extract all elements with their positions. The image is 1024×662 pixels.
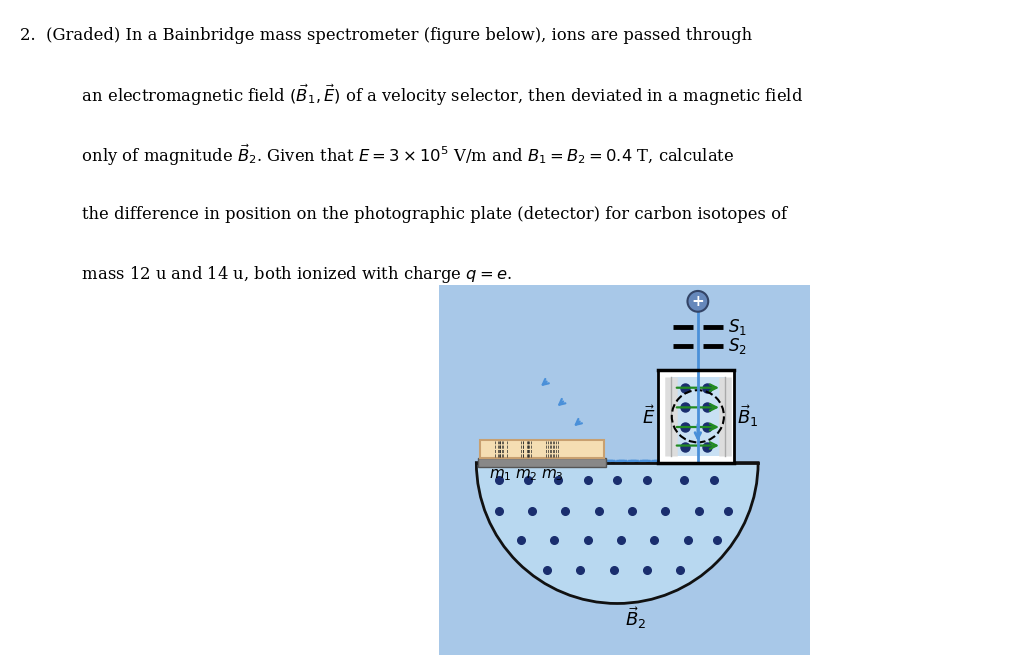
Text: the difference in position on the photographic plate (detector) for carbon isoto: the difference in position on the photog… — [61, 206, 787, 223]
Circle shape — [687, 291, 709, 312]
Text: $S_1$: $S_1$ — [727, 317, 746, 338]
Text: mass 12 u and 14 u, both ionized with charge $q = e$.: mass 12 u and 14 u, both ionized with ch… — [61, 263, 512, 285]
Text: 2.  (Graded) In a Bainbridge mass spectrometer (figure below), ions are passed t: 2. (Graded) In a Bainbridge mass spectro… — [20, 27, 753, 44]
Text: $\vec{E}$: $\vec{E}$ — [642, 405, 655, 428]
Bar — [671, 377, 725, 456]
Bar — [478, 458, 606, 467]
Text: an electromagnetic field $(\vec{B}_1, \vec{E})$ of a velocity selector, then dev: an electromagnetic field $(\vec{B}_1, \v… — [61, 83, 804, 108]
Bar — [480, 440, 604, 458]
Bar — [658, 370, 734, 463]
Text: +: + — [691, 294, 705, 309]
Wedge shape — [476, 463, 758, 604]
Text: $S_2$: $S_2$ — [727, 336, 746, 356]
Text: only of magnitude $\vec{B}_2$. Given that $E = 3 \times 10^5$ V/m and $B_1 = B_2: only of magnitude $\vec{B}_2$. Given tha… — [61, 142, 735, 167]
Polygon shape — [439, 285, 810, 655]
Text: $m_1$: $m_1$ — [489, 467, 512, 483]
Text: $m_2$: $m_2$ — [515, 467, 538, 483]
Text: $m_3$: $m_3$ — [541, 467, 564, 483]
Text: $\vec{B}_2$: $\vec{B}_2$ — [625, 605, 646, 632]
Text: $\vec{B}_1$: $\vec{B}_1$ — [737, 403, 759, 429]
